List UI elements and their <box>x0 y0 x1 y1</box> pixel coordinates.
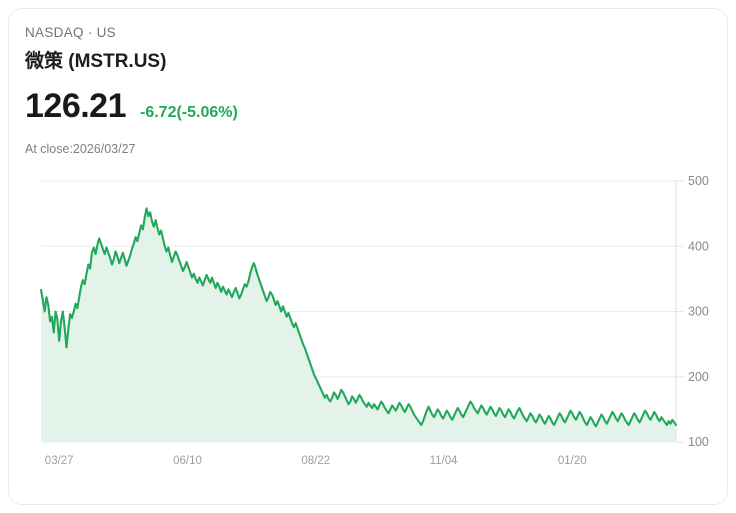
price-row: 126.21 -6.72(-5.06%) <box>25 87 238 126</box>
exchange-region-line: NASDAQ · US <box>25 25 116 40</box>
current-price: 126.21 <box>25 87 127 125</box>
market-status: At close:2026/03/27 <box>25 142 136 156</box>
x-axis-label: 03/27 <box>45 455 74 467</box>
x-axis-label: 11/04 <box>430 455 459 467</box>
x-axis-label: 01/20 <box>558 455 587 467</box>
price-change: -6.72(-5.06%) <box>140 104 238 121</box>
y-axis-label: 200 <box>688 370 709 384</box>
y-axis-label: 400 <box>688 239 709 253</box>
page-title: 微策 (MSTR.US) <box>25 51 167 72</box>
x-axis-label: 08/22 <box>301 455 330 467</box>
x-axis-label: 06/10 <box>173 455 202 467</box>
region-label: US <box>96 25 116 40</box>
price-chart[interactable]: 100 200 300 400 500 03/27 06/10 08/22 11/04 01/20 <box>0 160 720 480</box>
y-axis-label: 500 <box>688 174 709 188</box>
price-chart-svg[interactable]: 100 200 300 400 500 03/27 06/10 08/22 11/04 01/20 <box>0 160 720 480</box>
separator-dot: · <box>87 25 93 40</box>
y-axis-label: 300 <box>688 305 709 319</box>
y-axis-label: 100 <box>688 435 709 449</box>
price-area-fill <box>41 208 676 442</box>
price-line <box>39 207 678 428</box>
exchange-name: NASDAQ <box>25 25 84 40</box>
